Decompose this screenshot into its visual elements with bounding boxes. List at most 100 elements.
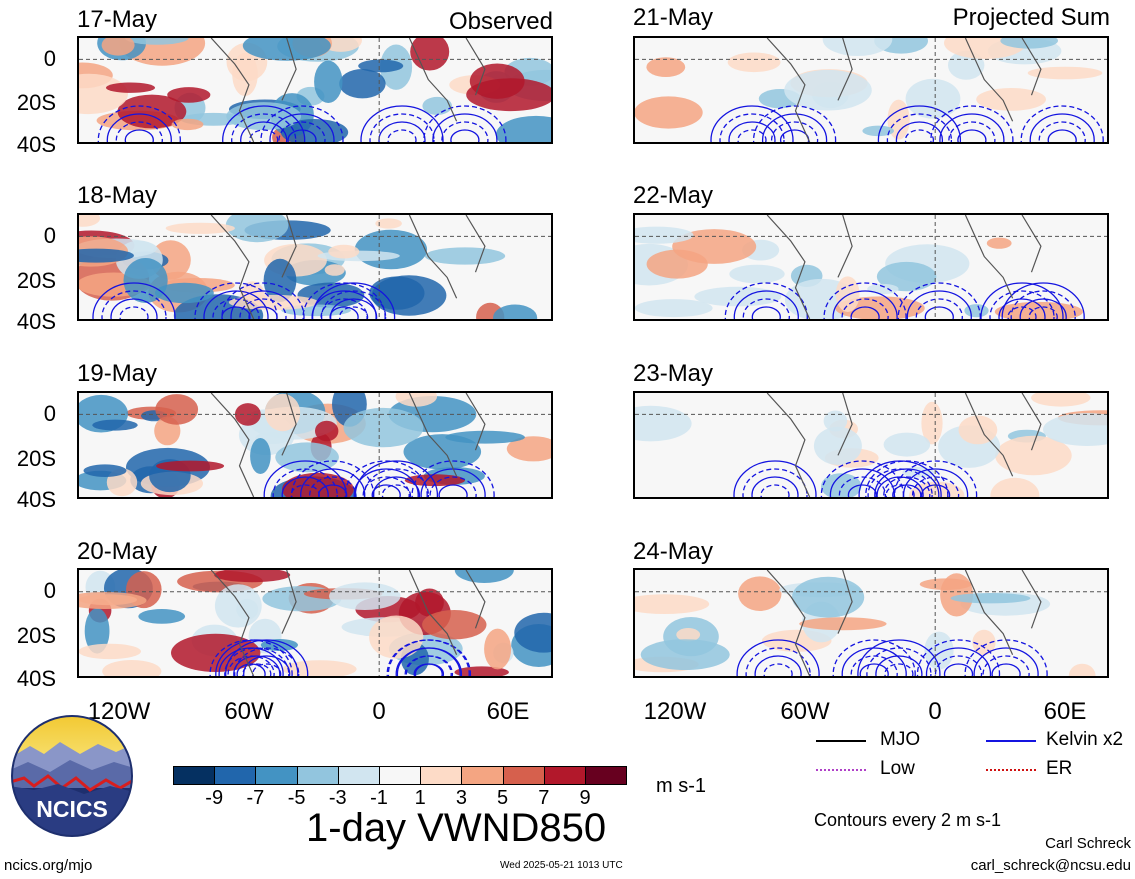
kelvin-contour: [847, 484, 878, 497]
kelvin-contour: [1020, 105, 1104, 142]
kelvin-contour: [998, 298, 1046, 319]
field-blob: [83, 464, 127, 477]
kelvin-contour: [381, 484, 412, 497]
kelvin-contour: [242, 663, 272, 676]
field-blob: [155, 394, 199, 425]
field-blob: [165, 222, 235, 234]
field-blob: [280, 119, 349, 142]
field-blob: [445, 430, 525, 444]
date-label: 19-May: [77, 360, 158, 387]
field-blob: [835, 276, 860, 312]
kelvin-contour: [751, 476, 799, 497]
field-blob: [124, 38, 189, 45]
field-blob: [403, 434, 482, 470]
kelvin-contour: [865, 460, 949, 497]
kelvin-contour: [344, 460, 428, 497]
kelvin-contour: [110, 298, 158, 319]
legend-line-kelvin: [986, 740, 1036, 742]
kelvin-contour: [736, 639, 820, 676]
kelvin-contour: [902, 468, 969, 497]
kelvin-contour: [236, 663, 266, 676]
field-blob: [986, 237, 1012, 249]
ytick-label: 40S: [16, 132, 56, 157]
colorbar-swatch: [214, 766, 257, 785]
field-blob: [343, 407, 424, 448]
kelvin-contour: [92, 282, 176, 319]
xtick-label: 120W: [643, 698, 707, 725]
field-blob: [813, 426, 862, 465]
field-blob: [329, 582, 401, 610]
kelvin-contour: [989, 290, 1055, 319]
kelvin-contour: [763, 663, 793, 676]
kelvin-contour: [372, 476, 421, 497]
coastline: [766, 38, 1042, 142]
kelvin-contour: [278, 121, 326, 142]
kelvin-contour: [754, 655, 802, 676]
kelvin-contour: [404, 655, 452, 676]
kelvin-contour: [916, 639, 1001, 676]
kelvin-contour: [742, 468, 808, 497]
kelvin-contour: [329, 306, 359, 319]
colorbar-swatch: [543, 766, 586, 785]
legend-line-mjo: [816, 740, 866, 742]
colorbar-label: -1: [370, 787, 388, 809]
field-blob: [79, 643, 141, 660]
field-blob: [823, 410, 848, 432]
date-label: 23-May: [633, 360, 714, 387]
panel-projected-1: [633, 36, 1109, 144]
field-blob: [784, 69, 872, 111]
colorbar-label: 9: [579, 787, 591, 809]
date-label: 20-May: [77, 538, 158, 565]
kelvin-contour: [230, 290, 296, 319]
colorbar-swatch: [502, 766, 545, 785]
panel-observed-4: [77, 568, 553, 678]
kelvin-contour: [883, 476, 931, 497]
kelvin-contour: [1019, 298, 1067, 319]
kelvin-contour: [841, 647, 907, 676]
kelvin-contour: [1029, 113, 1095, 142]
field-blob: [921, 401, 943, 445]
map-field: [635, 393, 1107, 497]
colorbar-label: -9: [205, 787, 224, 809]
kelvin-contour: [733, 460, 817, 497]
field-blob: [339, 69, 386, 99]
date-label: 21-May: [633, 4, 714, 31]
map-field: [79, 570, 551, 676]
kelvin-contour: [233, 655, 281, 676]
kelvin-contour: [252, 663, 282, 676]
kelvin-contour: [249, 129, 279, 142]
kelvin-contour: [362, 476, 410, 497]
kelvin-contour: [948, 121, 996, 142]
field-blob: [822, 38, 893, 56]
kelvin-contour: [97, 105, 181, 142]
kelvin-contour: [745, 647, 811, 676]
kelvin-contour: [234, 647, 300, 676]
ytick-label: 0: [43, 46, 56, 71]
kelvin-contour: [770, 121, 819, 142]
colorbar-swatch: [461, 766, 504, 785]
kelvin-contour: [287, 129, 317, 142]
kelvin-contour: [892, 484, 922, 497]
xtick-label: 0: [372, 698, 386, 725]
field-blob: [225, 215, 289, 243]
field-blob: [1027, 66, 1103, 80]
map-field: [635, 570, 1107, 676]
kelvin-contour: [240, 121, 288, 142]
kelvin-contour: [728, 121, 776, 142]
kelvin-contour: [221, 282, 305, 319]
field-blob: [990, 477, 1040, 497]
date-label: 18-May: [77, 182, 158, 209]
kelvin-contour: [212, 298, 260, 319]
field-blob: [315, 420, 339, 442]
svg-text:NCICS: NCICS: [36, 796, 108, 822]
kelvin-contour: [934, 655, 983, 676]
kelvin-contour: [119, 306, 149, 319]
legend-label-kelvin: Kelvin x2: [1046, 729, 1124, 750]
field-blob: [250, 438, 271, 474]
kelvin-contour: [710, 105, 794, 142]
kelvin-contour: [823, 282, 907, 319]
coastline: [210, 38, 486, 142]
coastline: [766, 393, 1042, 497]
field-blob: [640, 639, 730, 670]
kelvin-contour: [354, 460, 439, 497]
